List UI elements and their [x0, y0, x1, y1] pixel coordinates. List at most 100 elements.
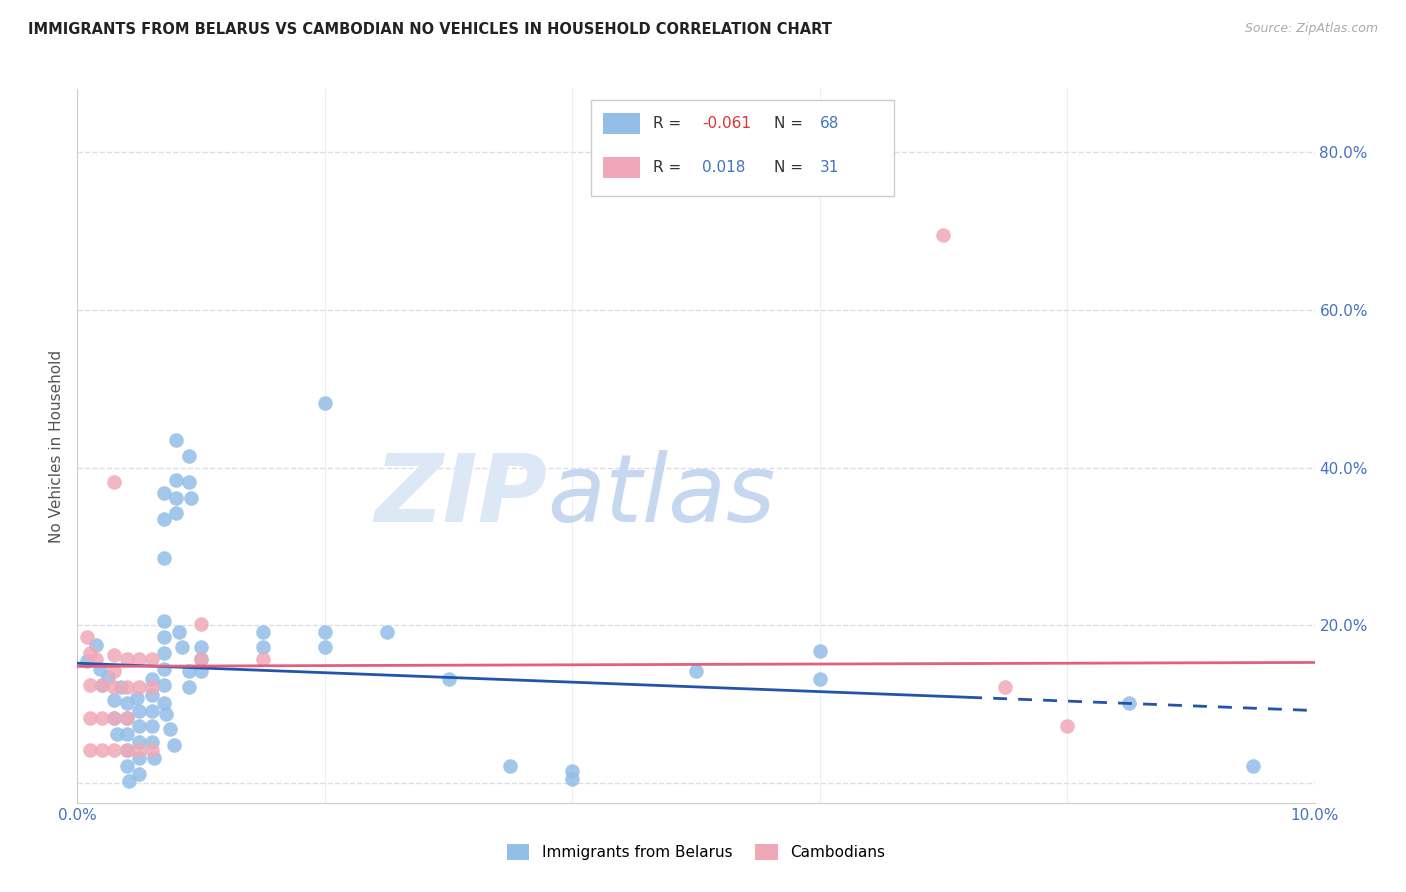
Point	[115, 727, 138, 741]
Point	[153, 615, 176, 629]
FancyBboxPatch shape	[603, 157, 640, 178]
Point	[141, 743, 163, 757]
Point	[103, 680, 125, 694]
Text: N =: N =	[773, 161, 808, 175]
Text: N =: N =	[773, 116, 808, 131]
Point	[128, 735, 150, 749]
Point	[1118, 696, 1140, 710]
FancyBboxPatch shape	[603, 112, 640, 134]
Point	[153, 630, 176, 644]
Text: ZIP: ZIP	[374, 450, 547, 542]
Point	[141, 704, 163, 718]
Point	[89, 662, 111, 676]
Point	[115, 711, 138, 725]
Point	[128, 651, 150, 665]
Point	[163, 738, 186, 752]
Point	[190, 616, 212, 631]
Point	[153, 696, 176, 710]
Point	[76, 654, 98, 668]
Point	[115, 758, 138, 772]
Point	[177, 449, 200, 463]
Point	[685, 664, 707, 678]
Point	[128, 680, 150, 694]
Point	[437, 672, 460, 686]
Text: Source: ZipAtlas.com: Source: ZipAtlas.com	[1244, 22, 1378, 36]
Point	[190, 651, 212, 665]
Point	[165, 433, 187, 447]
Point	[165, 491, 187, 505]
Point	[84, 651, 107, 665]
Point	[84, 638, 107, 652]
Point	[499, 758, 522, 772]
Point	[115, 743, 138, 757]
Point	[375, 624, 398, 639]
Point	[808, 643, 831, 657]
Point	[314, 624, 336, 639]
Point	[314, 396, 336, 410]
Point	[165, 473, 187, 487]
Point	[141, 651, 163, 665]
Point	[103, 743, 125, 757]
Point	[103, 475, 125, 489]
Point	[128, 766, 150, 780]
Point	[79, 711, 101, 725]
Point	[115, 651, 138, 665]
Point	[155, 706, 177, 721]
Point	[172, 640, 194, 655]
Point	[153, 646, 176, 660]
Text: IMMIGRANTS FROM BELARUS VS CAMBODIAN NO VEHICLES IN HOUSEHOLD CORRELATION CHART: IMMIGRANTS FROM BELARUS VS CAMBODIAN NO …	[28, 22, 832, 37]
Point	[177, 475, 200, 489]
Text: R =: R =	[652, 116, 686, 131]
Point	[141, 672, 163, 686]
Point	[128, 751, 150, 765]
Point	[159, 723, 181, 737]
Legend: Immigrants from Belarus, Cambodians: Immigrants from Belarus, Cambodians	[501, 838, 891, 866]
Point	[932, 228, 955, 243]
Point	[141, 735, 163, 749]
Text: R =: R =	[652, 161, 690, 175]
Point	[115, 743, 138, 757]
Point	[103, 693, 125, 707]
Point	[252, 624, 274, 639]
Text: atlas: atlas	[547, 450, 776, 541]
Point	[252, 640, 274, 655]
Text: -0.061: -0.061	[702, 116, 751, 131]
Point	[1056, 719, 1078, 733]
Point	[561, 764, 583, 779]
Point	[141, 688, 163, 702]
Point	[115, 696, 138, 710]
Point	[128, 743, 150, 757]
Point	[103, 664, 125, 678]
Point	[91, 677, 114, 691]
Point	[190, 664, 212, 678]
Point	[808, 672, 831, 686]
Point	[103, 711, 125, 725]
Point	[76, 630, 98, 644]
Point	[153, 662, 176, 676]
Point	[314, 640, 336, 655]
Point	[177, 664, 200, 678]
Point	[167, 624, 190, 639]
Point	[143, 751, 166, 765]
Point	[177, 680, 200, 694]
Y-axis label: No Vehicles in Household: No Vehicles in Household	[49, 350, 65, 542]
Point	[115, 680, 138, 694]
Point	[994, 680, 1017, 694]
Text: 0.018: 0.018	[702, 161, 745, 175]
Point	[103, 711, 125, 725]
Point	[91, 743, 114, 757]
Point	[153, 677, 176, 691]
Point	[252, 651, 274, 665]
Text: 31: 31	[820, 161, 839, 175]
Point	[561, 772, 583, 786]
Point	[128, 719, 150, 733]
Point	[91, 711, 114, 725]
Point	[91, 677, 114, 691]
Point	[110, 680, 132, 694]
FancyBboxPatch shape	[591, 100, 894, 196]
Point	[1241, 758, 1264, 772]
Point	[190, 651, 212, 665]
Point	[141, 719, 163, 733]
Point	[153, 551, 176, 566]
Point	[190, 640, 212, 655]
